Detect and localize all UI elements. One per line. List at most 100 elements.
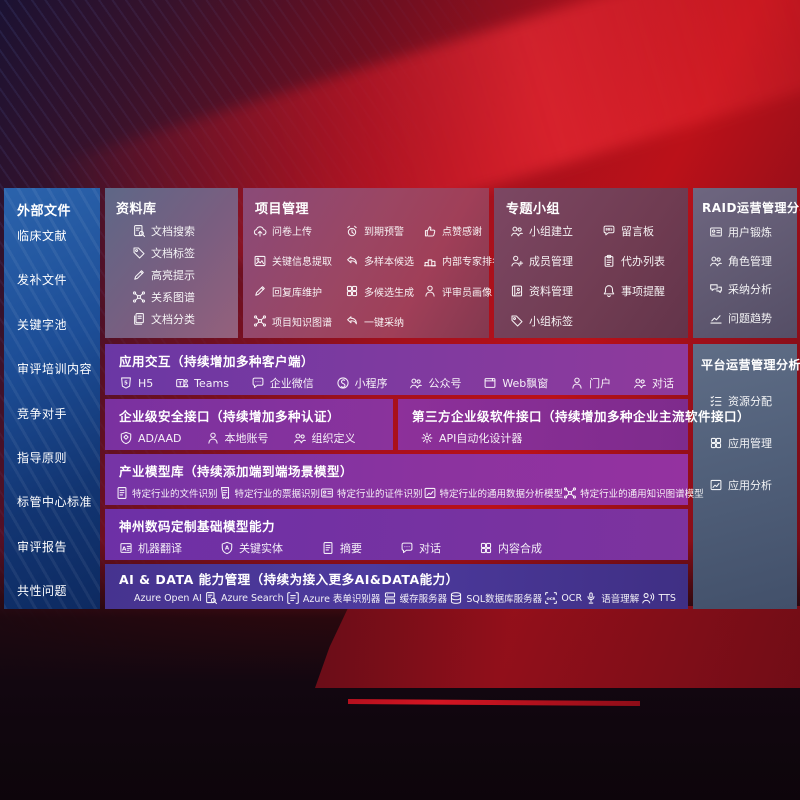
svg-text:OCR: OCR [547, 596, 556, 601]
adoption-analysis-item: 采纳分析 [709, 281, 797, 297]
speech-understanding-item: 语音理解 [584, 591, 639, 605]
ocr-icon: OCR [544, 591, 558, 605]
people-icon [709, 254, 723, 268]
relation-graph-label: 关系图谱 [151, 291, 195, 304]
project-knowledge-graph-label: 项目知识图谱 [272, 317, 332, 329]
gear-icon [420, 431, 434, 445]
h5-label: H5 [138, 376, 154, 390]
azure-search-item: Azure Search [204, 591, 284, 605]
local-account-item: 本地账号 [206, 430, 269, 446]
podium-icon [423, 254, 437, 268]
person-icon [206, 431, 220, 445]
like-thanks-label: 点赞感谢 [442, 227, 482, 238]
special-group-title: 专题小组 [506, 202, 561, 217]
teams-icon: T [175, 376, 189, 390]
database-icon [449, 591, 463, 605]
graph-icon [253, 314, 267, 328]
role-management-item: 角色管理 [709, 253, 797, 269]
todo-list-label: 代办列表 [621, 255, 665, 268]
checklist-icon [709, 394, 723, 408]
document-icon [115, 486, 129, 500]
azure-search-label: Azure Search [220, 592, 284, 604]
machine-translation-label: 机器翻译 [138, 542, 182, 555]
album-icon [510, 284, 524, 298]
reminder-label: 事项提醒 [621, 285, 665, 298]
microphone-icon [584, 591, 598, 605]
cache-server-label: 缓存服务器 [399, 594, 448, 605]
sidebar-item-review-reports: 审评报告 [17, 539, 68, 554]
like-thanks-item: 点赞感谢 [423, 223, 495, 238]
doc-classify-item: 文档分类 [132, 311, 238, 327]
ai-data-title: AI & DATA 能力管理（持续为接入更多AI&DATA能力） [119, 572, 459, 587]
azure-openai-label: Azure Open AI [134, 592, 202, 604]
industry-receipt-recognition-item: 特定行业的票据识别 [218, 486, 320, 500]
dialogue-model-label: 对话 [419, 542, 441, 555]
issue-trend-item: 问题趋势 [709, 310, 797, 326]
svg-text:BBS: BBS [605, 228, 613, 232]
issue-trend-label: 问题趋势 [728, 311, 772, 325]
survey-upload-label: 问卷上传 [272, 227, 312, 238]
summary-item: 摘要 [321, 540, 362, 556]
member-management-label: 成员管理 [529, 255, 573, 268]
doc-classify-label: 文档分类 [151, 313, 195, 326]
project-knowledge-graph-item: 项目知识图谱 [253, 314, 345, 329]
ocr-label: OCR [561, 592, 583, 604]
azure-form-recognizer-label: Azure 表单识别器 [302, 594, 381, 605]
cloud-upload-icon [253, 224, 267, 238]
project-management-panel: 项目管理 问卷上传 到期预警 点赞感谢 关键信息提取 多样本候选 内部专家排名 … [243, 188, 502, 338]
project-management-title: 项目管理 [255, 202, 310, 217]
chart-card-icon [709, 478, 723, 492]
graph-icon [563, 486, 577, 500]
sidebar-item-competitors: 竞争对手 [17, 406, 68, 421]
trend-chart-icon [709, 311, 723, 325]
security-interface-band: 企业级安全接口（持续增加多种认证） AD/AAD 本地账号 组织定义 [105, 399, 393, 450]
shield-a-icon: A [220, 541, 234, 555]
expert-ranking-label: 内部专家排名 [442, 257, 502, 269]
one-click-adopt-item: 一键采纳 [345, 314, 423, 329]
svg-text:T: T [179, 381, 183, 387]
svg-text:5: 5 [124, 381, 128, 387]
group-tag-item: 小组标签 [510, 313, 602, 329]
wecom-item: 企业微信 [251, 375, 314, 391]
dialogue-model-item: 对话 [400, 540, 441, 556]
cache-server-item: 缓存服务器 [383, 591, 448, 605]
industry-model-band: 产业模型库（持续添加端到端场景模型） 特定行业的文件识别 特定行业的票据识别 特… [105, 454, 704, 505]
expert-ranking-item: 内部专家排名 [423, 253, 502, 268]
content-synthesis-item: 内容合成 [479, 540, 542, 556]
portal-item: 门户 [570, 375, 611, 391]
industry-knowledge-graph-model-label: 特定行业的通用知识图谱模型 [580, 489, 704, 500]
platform-ops-list: 资源分配 应用管理 应用分析 [709, 393, 797, 493]
material-management-label: 资料管理 [529, 285, 573, 298]
base-model-title: 神州数码定制基础模型能力 [119, 519, 276, 534]
base-model-band: 神州数码定制基础模型能力 A 机器翻译 A 关键实体 摘要 对话 内容合成 [105, 509, 688, 560]
external-files-title: 外部文件 [17, 204, 72, 219]
teams-label: Teams [194, 376, 229, 390]
form-icon [286, 591, 300, 605]
todo-list-item: 代办列表 [602, 253, 686, 269]
reviewer-profile-item: 评审员画像 [423, 284, 495, 299]
repository-title: 资料库 [116, 202, 157, 217]
tag-icon [510, 314, 524, 328]
org-definition-item: 组织定义 [293, 430, 356, 446]
dialogue-item: 对话 [633, 375, 674, 391]
grid-icon [709, 436, 723, 450]
people-icon [293, 431, 307, 445]
portal-label: 门户 [589, 377, 612, 390]
doc-search-item: 文档搜索 [132, 223, 238, 239]
server-icon [383, 591, 397, 605]
content-synthesis-label: 内容合成 [498, 542, 542, 555]
industry-model-title: 产业模型库（持续添加端到端场景模型） [119, 464, 354, 479]
reminder-item: 事项提醒 [602, 283, 686, 299]
base-model-list: A 机器翻译 A 关键实体 摘要 对话 内容合成 [105, 540, 688, 556]
doc-tag-label: 文档标签 [151, 247, 195, 260]
sidebar-item-clinical-literature: 临床文献 [17, 229, 68, 243]
due-alert-item: 到期预警 [345, 223, 423, 238]
background-desk-shape [315, 606, 800, 688]
repository-list: 文档搜索 文档标签 高亮提示 关系图谱 文档分类 [132, 223, 238, 329]
message-board-label: 留言板 [621, 225, 654, 238]
highlight-tip-label: 高亮提示 [151, 269, 195, 282]
ad-aad-item: AD/AAD [119, 431, 182, 445]
shield-icon [119, 431, 133, 445]
role-management-label: 角色管理 [728, 254, 772, 268]
